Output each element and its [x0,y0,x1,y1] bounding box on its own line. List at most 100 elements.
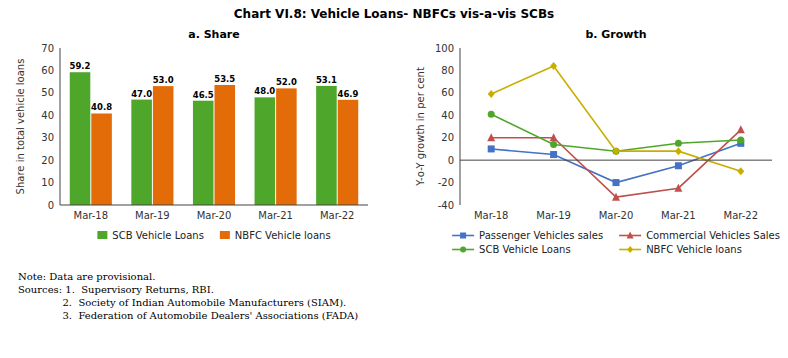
line [491,143,741,182]
legend-label: SCB Vehicle Loans [112,230,204,241]
marker [675,140,682,147]
legend: SCB Vehicle Loans NBFC Vehicle loans [97,230,330,241]
data-label: 46.5 [193,90,214,100]
y-tick-label: -20 [438,177,454,188]
legend: Passenger Vehicles sales Commercial Vehic… [452,230,780,255]
y-axis-label: Share in total vehicle loans [15,59,26,195]
y-tick-label: 60 [441,87,454,98]
legend-item: Commercial Vehicles Sales [619,230,780,241]
marker [675,162,682,169]
y-tick-label: 50 [41,87,54,98]
legend-item: SCB Vehicle Loans [97,230,204,241]
chart-root: Chart VI.8: Vehicle Loans- NBFCs vis-a-v… [0,0,788,358]
legend-label: Commercial Vehicles Sales [646,230,780,241]
legend-label: SCB Vehicle Loans [479,244,571,255]
x-tick-label: Mar-21 [661,210,696,221]
y-tick-label: 20 [441,132,454,143]
x-tick-label: Mar-18 [474,210,509,221]
marker [460,247,466,253]
bar [255,97,276,205]
marker [627,246,633,253]
marker [737,125,745,133]
panel-title: b. Growth [585,28,646,41]
y-tick-label: 60 [41,65,54,76]
bar [316,86,337,205]
x-tick-label: Mar-20 [197,210,232,221]
line [491,130,741,197]
x-axis-line [60,205,368,206]
plot-marks [487,62,745,201]
y-tick-label: 10 [41,177,54,188]
y-tick-label: 20 [41,155,54,166]
data-label: 46.9 [337,89,358,99]
x-axis-line [460,160,772,161]
y-tick-label: 80 [441,65,454,76]
y-axis-line [60,48,61,205]
y-tick-label: -40 [438,200,454,211]
legend-item: Passenger Vehicles sales [452,230,603,241]
data-label: 48.0 [254,86,275,96]
marker [627,232,634,239]
marker [488,111,495,118]
x-tick-label: Mar-22 [320,210,355,221]
marker [674,184,682,192]
legend-swatch [220,231,230,239]
bar [215,85,236,205]
marker [488,90,495,98]
y-tick-label: 100 [435,43,454,54]
marker [612,193,620,201]
data-label: 53.5 [214,74,235,84]
y-tick-label: 70 [41,43,54,54]
line [491,114,741,151]
legend-label: Passenger Vehicles sales [479,230,603,241]
x-tick-label: Mar-20 [599,210,634,221]
note: Sources: 1. Supervisory Returns, RBI. [18,284,214,295]
marker [550,133,558,141]
bar [153,86,174,205]
bar [131,100,152,205]
x-tick-label: Mar-19 [135,210,170,221]
marker [675,147,682,155]
chart-panel: b. Growth -40 -20 0 20 40 60 80 100 Y-o-Y growth … [415,28,780,255]
data-label: 47.0 [131,89,152,99]
x-tick-label: Mar-22 [724,210,759,221]
legend-label: NBFC Vehicle loans [235,230,331,241]
y-tick-label: 0 [448,155,454,166]
marker [487,133,495,141]
line [491,66,741,171]
y-axis-line [460,48,461,205]
bar [276,88,297,205]
y-axis-label: Y-o-Y growth in per cent [415,67,426,187]
note: 3. Federation of Automobile Dealers' Ass… [18,310,358,321]
legend-item: SCB Vehicle Loans [452,244,571,255]
legend-item: NBFC Vehicle loans [220,230,331,241]
x-tick-label: Mar-18 [74,210,109,221]
bar [91,113,112,205]
y-tick-label: 0 [48,200,54,211]
note: Note: Data are provisional. [18,271,155,282]
chart-panel: a. Share 0 10 20 30 40 50 60 70 Share in total ve… [15,28,368,241]
data-label: 59.2 [70,61,91,71]
legend-item: NBFC Vehicle loans [619,244,742,255]
data-label: 53.0 [153,75,174,85]
data-label: 53.1 [316,75,337,85]
marker [550,62,557,70]
marker [550,151,557,158]
panel-title: a. Share [188,28,240,41]
data-label: 52.0 [276,77,297,87]
bar [70,72,91,205]
y-tick-label: 40 [441,110,454,121]
marker [550,141,557,148]
x-tick-label: Mar-19 [536,210,571,221]
data-labels: 59.2 47.0 46.5 48.0 53.1 40.8 53.0 53.5 52.0 46.9 [70,61,359,112]
plot-marks [70,72,359,205]
marker [488,145,495,152]
marker [460,233,466,239]
data-label: 40.8 [91,102,112,112]
marker [613,179,620,186]
note: 2. Society of Indian Automobile Manufact… [18,297,346,308]
x-tick-label: Mar-21 [258,210,293,221]
y-tick-label: 40 [41,110,54,121]
y-tick-label: 30 [41,132,54,143]
bar [193,101,214,205]
